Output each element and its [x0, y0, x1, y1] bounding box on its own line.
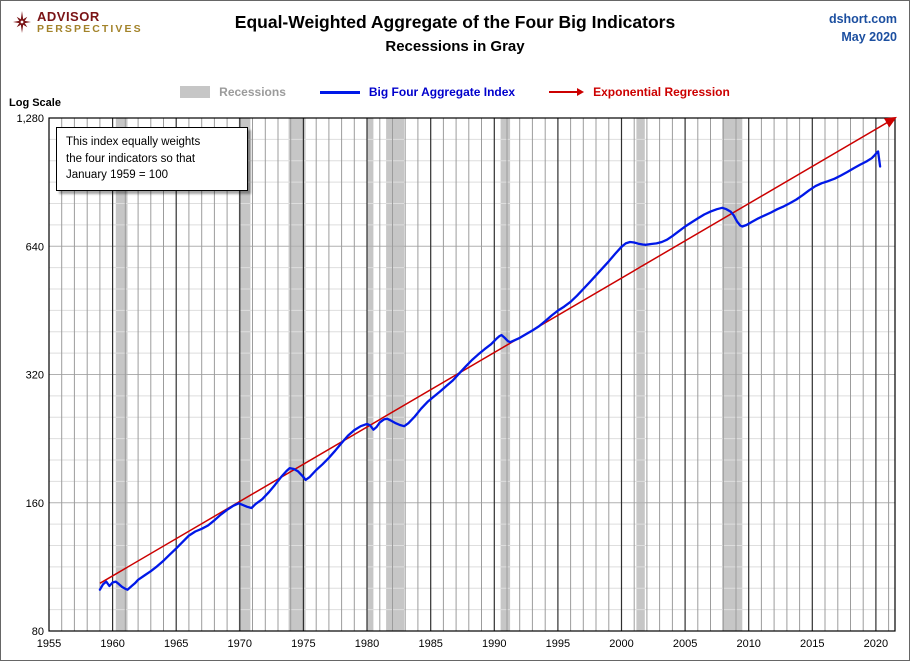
y-tick-label: 80 — [32, 626, 44, 638]
compass-rose-icon — [13, 11, 31, 33]
x-tick-label: 1995 — [546, 638, 570, 650]
legend-item-recessions: Recessions — [180, 85, 286, 99]
advisor-perspectives-logo: ADVISOR PERSPECTIVES — [11, 9, 143, 36]
x-tick-label: 1975 — [291, 638, 315, 650]
x-tick-label: 1965 — [164, 638, 188, 650]
x-tick-label: 2000 — [609, 638, 633, 650]
y-tick-label: 160 — [26, 498, 44, 510]
legend: Recessions Big Four Aggregate Index Expo… — [1, 85, 909, 99]
y-tick-label: 320 — [26, 370, 44, 382]
legend-label-aggregate-index: Big Four Aggregate Index — [368, 85, 516, 99]
x-tick-label: 1970 — [228, 638, 252, 650]
annotation-box: This index equally weights the four indi… — [56, 127, 248, 192]
legend-item-regression: Exponential Regression — [549, 85, 730, 99]
x-tick-label: 1960 — [100, 638, 124, 650]
x-tick-label: 1990 — [482, 638, 506, 650]
title-block: Equal-Weighted Aggregate of the Four Big… — [1, 12, 909, 55]
x-tick-label: 2010 — [736, 638, 760, 650]
annotation-line-3: January 1959 = 100 — [66, 169, 168, 182]
x-tick-label: 2015 — [800, 638, 824, 650]
x-tick-label: 1955 — [37, 638, 61, 650]
logo-text: ADVISOR PERSPECTIVES — [37, 9, 143, 35]
source-link[interactable]: dshort.com — [828, 12, 897, 26]
gridlines — [49, 118, 895, 631]
chart-title: Equal-Weighted Aggregate of the Four Big… — [234, 12, 676, 32]
recession-band-swatch — [180, 86, 211, 98]
legend-label-regression: Exponential Regression — [593, 85, 730, 99]
source-block: dshort.com May 2020 — [829, 10, 897, 46]
y-tick-label: 1,280 — [16, 113, 44, 125]
chart-subtitle: Recessions in Gray — [385, 38, 525, 55]
x-tick-label: 2005 — [673, 638, 697, 650]
x-tick-label: 1980 — [355, 638, 379, 650]
logo-advisor-text: ADVISOR — [37, 9, 100, 24]
big-four-aggregate-line — [98, 150, 882, 591]
aggregate-index-line-swatch — [319, 90, 360, 94]
regression-swatch-arrowhead-icon — [577, 88, 585, 96]
annotation-line-1: This index equally weights — [66, 136, 201, 148]
legend-label-recessions: Recessions — [219, 85, 286, 99]
y-axis-scale-label: Log Scale — [9, 97, 61, 109]
logo-perspectives-text: PERSPECTIVES — [37, 22, 143, 35]
y-tick-label: 640 — [26, 241, 44, 253]
plot-border — [48, 117, 896, 632]
x-tick-label: 1985 — [418, 638, 442, 650]
x-tick-label: 2020 — [864, 638, 888, 650]
legend-item-aggregate-index: Big Four Aggregate Index — [319, 85, 516, 99]
annotation-line-2: the four indicators so that — [66, 152, 196, 165]
regression-swatch-line — [549, 91, 578, 93]
regression-line-swatch — [549, 88, 585, 96]
chart-date: May 2020 — [841, 30, 897, 45]
